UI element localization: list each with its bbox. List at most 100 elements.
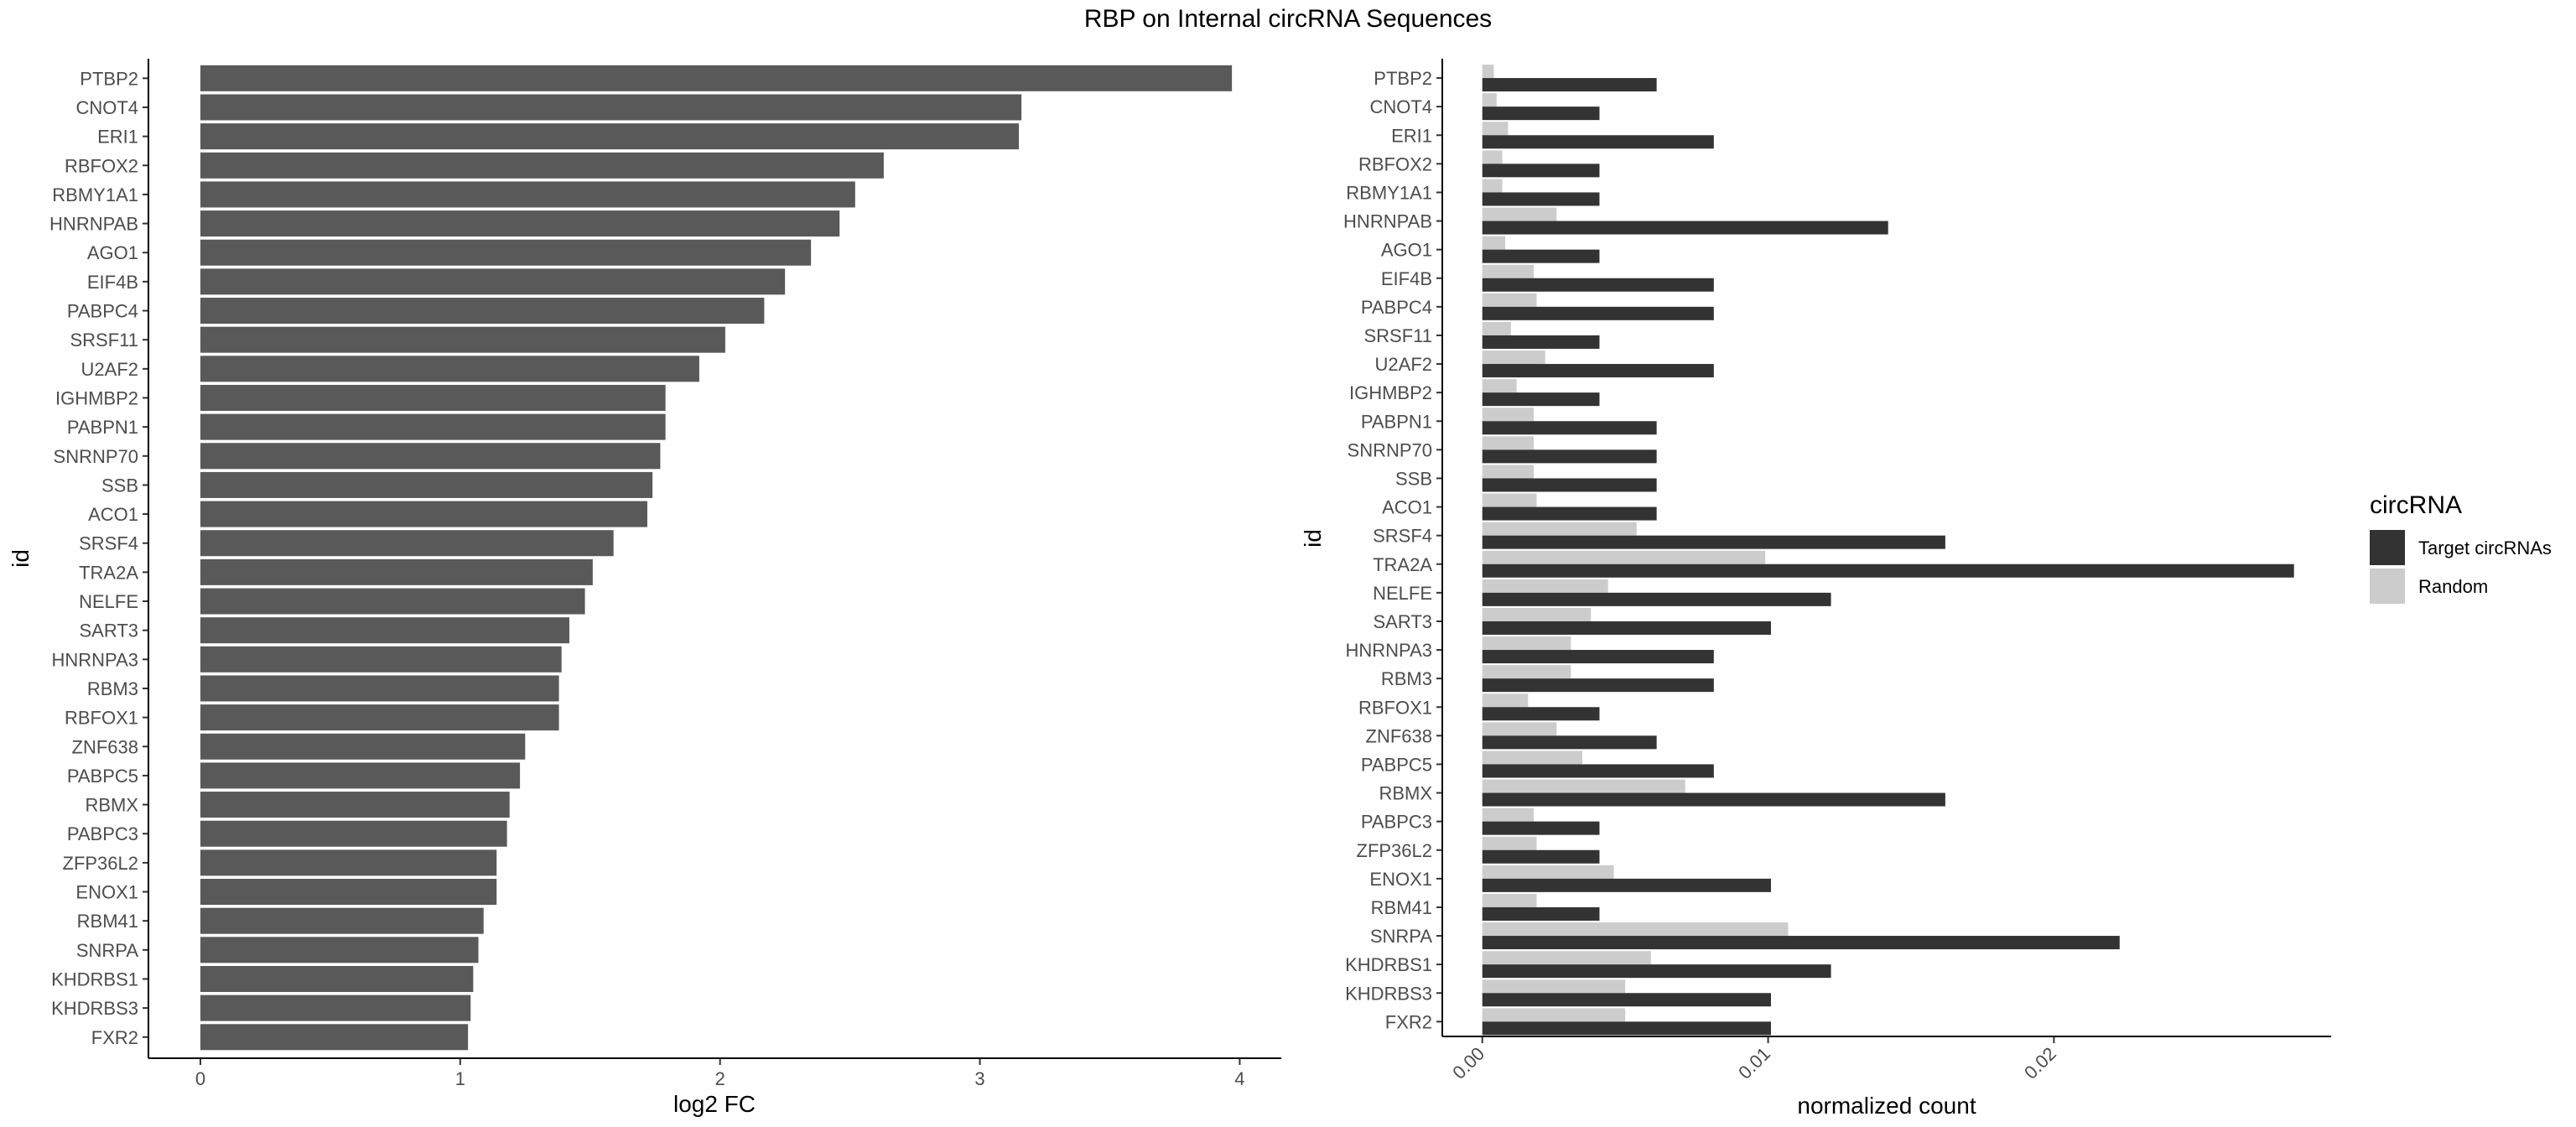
y-tick-label: RBMY1A1 bbox=[1346, 182, 1432, 203]
right-y-tick-labels: PTBP2 CNOT4 ERI1 RBFOX2 RBMY1A1 HNRNPAB AGO1 EI… bbox=[1343, 68, 1442, 1032]
y-tick-label: ENOX1 bbox=[1369, 869, 1432, 890]
y-tick-label: CNOT4 bbox=[75, 97, 138, 118]
bar-target-eif4b bbox=[1482, 278, 1714, 292]
bar-pabpc4 bbox=[200, 298, 765, 325]
bar-random-sart3 bbox=[1482, 607, 1592, 621]
y-tick-label: AGO1 bbox=[87, 242, 138, 263]
y-tick-label: RBM41 bbox=[77, 911, 138, 932]
bar-hnrnpa3 bbox=[200, 646, 562, 673]
bar-target-srsf11 bbox=[1482, 335, 1600, 349]
y-tick-label: EIF4B bbox=[87, 272, 138, 293]
y-tick-label: PABPC5 bbox=[67, 766, 138, 787]
y-tick-label: RBMX bbox=[1379, 783, 1432, 804]
bar-random-rbm41 bbox=[1482, 893, 1537, 907]
left-panel-fc: PTBP2 CNOT4 ERI1 RBFOX2 RBMY1A1 HNRNPAB AGO1 EI… bbox=[8, 59, 1281, 1117]
bar-target-ptbp2 bbox=[1482, 78, 1657, 92]
y-tick-label: FXR2 bbox=[1385, 1011, 1432, 1032]
bar-snrpa bbox=[200, 937, 479, 963]
bar-target-aco1 bbox=[1482, 506, 1657, 521]
bar-cnot4 bbox=[200, 94, 1022, 121]
bar-rbm41 bbox=[200, 907, 484, 934]
y-tick-label: KHDRBS3 bbox=[51, 998, 138, 1019]
y-tick-label: TRA2A bbox=[79, 562, 138, 583]
y-tick-label: U2AF2 bbox=[81, 359, 138, 380]
left-y-axis-title: id bbox=[8, 549, 34, 568]
x-tick-label: 3 bbox=[974, 1068, 984, 1089]
bar-random-tra2a bbox=[1482, 550, 1766, 564]
bar-random-khdrbs3 bbox=[1482, 979, 1626, 994]
right-x-axis-title: normalized count bbox=[1797, 1093, 1976, 1119]
bar-target-hnrnpa3 bbox=[1482, 650, 1714, 664]
bar-khdrbs1 bbox=[200, 965, 474, 992]
y-tick-label: RBFOX1 bbox=[1358, 697, 1432, 718]
y-tick-label: ZNF638 bbox=[72, 736, 138, 757]
y-tick-label: RBM3 bbox=[1381, 668, 1432, 689]
bar-random-rbmx bbox=[1482, 779, 1685, 793]
bar-rbfox1 bbox=[200, 704, 559, 731]
y-tick-label: SRSF11 bbox=[1363, 325, 1432, 346]
bar-random-ssb bbox=[1482, 465, 1535, 479]
bar-random-enox1 bbox=[1482, 865, 1614, 879]
y-tick-label: IGHMBP2 bbox=[55, 387, 138, 408]
y-tick-label: PABPN1 bbox=[1361, 411, 1432, 432]
y-tick-label: SART3 bbox=[79, 621, 138, 641]
bar-target-zfp36l2 bbox=[1482, 849, 1600, 864]
bar-rbmx bbox=[200, 792, 510, 818]
bar-target-snrpa bbox=[1482, 936, 2120, 950]
bar-random-zfp36l2 bbox=[1482, 836, 1537, 850]
bar-target-rbmx bbox=[1482, 792, 1945, 807]
bar-fxr2 bbox=[200, 1024, 469, 1051]
y-tick-label: KHDRBS1 bbox=[1345, 954, 1432, 975]
y-tick-label: U2AF2 bbox=[1375, 354, 1432, 375]
bar-target-rbm3 bbox=[1482, 678, 1714, 693]
left-x-ticks: 0 1 2 3 4 bbox=[195, 1058, 1245, 1089]
bar-zfp36l2 bbox=[200, 849, 497, 876]
bar-target-pabpc5 bbox=[1482, 764, 1714, 778]
bar-target-fxr2 bbox=[1482, 1021, 1771, 1036]
bar-target-rbm41 bbox=[1482, 906, 1600, 921]
bar-target-enox1 bbox=[1482, 878, 1771, 892]
bar-rbmy1a1 bbox=[200, 181, 855, 208]
bar-random-pabpc5 bbox=[1482, 750, 1583, 765]
bar-eri1 bbox=[200, 123, 1020, 150]
x-tick-label: 0.01 bbox=[1734, 1043, 1774, 1083]
bar-znf638 bbox=[200, 733, 526, 760]
bar-target-sart3 bbox=[1482, 621, 1771, 635]
bar-target-hnrnpab bbox=[1482, 221, 1888, 235]
bar-rbm3 bbox=[200, 675, 559, 702]
bar-random-fxr2 bbox=[1482, 1008, 1626, 1022]
y-tick-label: EIF4B bbox=[1381, 268, 1432, 289]
bar-pabpn1 bbox=[200, 413, 666, 440]
legend: circRNA Target circRNAs Random bbox=[2370, 491, 2552, 604]
y-tick-label: RBM3 bbox=[87, 678, 138, 699]
left-bars bbox=[200, 65, 1233, 1051]
bar-target-ssb bbox=[1482, 478, 1657, 492]
bar-target-ago1 bbox=[1482, 249, 1600, 263]
bar-target-srsf4 bbox=[1482, 535, 1945, 549]
x-tick-label: 0.00 bbox=[1448, 1043, 1488, 1083]
bar-pabpc3 bbox=[200, 820, 507, 847]
bar-random-rbfox1 bbox=[1482, 693, 1529, 708]
y-tick-label: PABPC3 bbox=[1361, 812, 1432, 833]
bar-khdrbs3 bbox=[200, 995, 471, 1021]
bar-random-ighmbp2 bbox=[1482, 379, 1517, 393]
y-tick-label: ACO1 bbox=[88, 504, 138, 525]
bar-random-cnot4 bbox=[1482, 93, 1497, 107]
y-tick-label: SRSF11 bbox=[70, 330, 138, 351]
y-tick-label: PABPC5 bbox=[1361, 754, 1432, 775]
y-tick-label: PTBP2 bbox=[1374, 68, 1432, 89]
y-tick-label: TRA2A bbox=[1373, 554, 1432, 575]
x-tick-label: 4 bbox=[1234, 1068, 1244, 1089]
bar-ighmbp2 bbox=[200, 384, 666, 411]
bar-tra2a bbox=[200, 558, 593, 585]
y-tick-label: ERI1 bbox=[1391, 125, 1432, 146]
bar-target-snrnp70 bbox=[1482, 449, 1657, 464]
bar-target-cnot4 bbox=[1482, 106, 1600, 121]
bar-target-znf638 bbox=[1482, 735, 1657, 750]
bar-random-rbm3 bbox=[1482, 665, 1571, 679]
bar-target-rbfox2 bbox=[1482, 164, 1600, 178]
y-tick-label: ERI1 bbox=[97, 127, 138, 148]
y-tick-label: PABPC3 bbox=[67, 823, 138, 844]
y-tick-label: SSB bbox=[1395, 468, 1432, 489]
